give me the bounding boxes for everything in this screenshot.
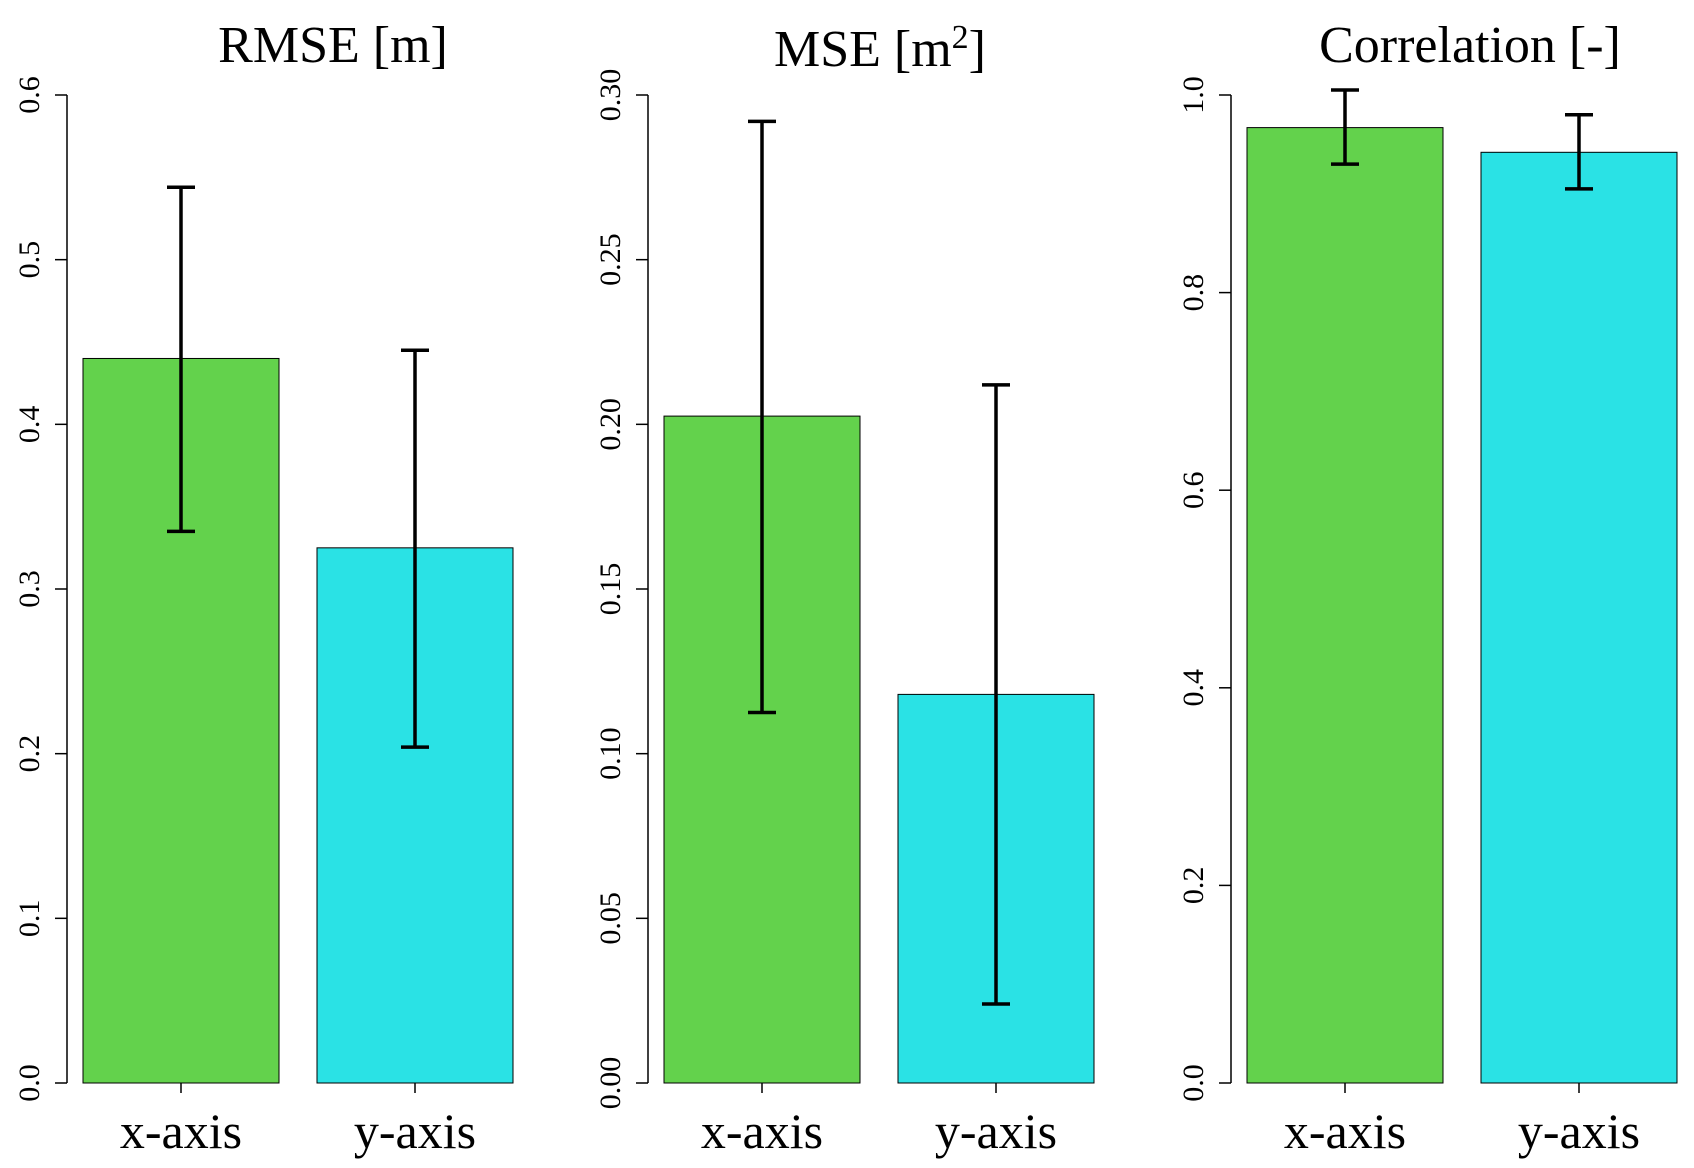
y-tick-label: 0.10 (594, 727, 627, 780)
y-tick-label: 0.8 (1177, 274, 1210, 312)
chart-title: RMSE [m] (218, 17, 448, 74)
y-tick-label: 0.2 (1177, 867, 1210, 905)
chart-panel-3: Correlation [-] 0.0 0.2 0.4 0.6 0.8 1.0 x-axis y… (1177, 17, 1678, 1159)
y-tick-label: 0.00 (594, 1057, 627, 1110)
chart-title-main: Correlation [-] (1319, 17, 1621, 74)
bar-y-axis (1480, 151, 1678, 1084)
y-tick-label: 0.2 (13, 735, 46, 773)
chart-title-superscript: 2 (952, 19, 969, 56)
x-category-label: y-axis (354, 1103, 476, 1159)
x-category-label: y-axis (935, 1103, 1057, 1159)
chart-title: MSE [m2] (774, 19, 986, 79)
y-tick-label: 0.4 (1177, 669, 1210, 707)
chart-panel-1: RMSE [m] 0.0 0.1 0.2 0.3 0.4 0.5 0.6 x-axis y-axi… (13, 17, 514, 1159)
y-tick-label: 0.6 (1177, 471, 1210, 509)
y-tick-label: 0.5 (13, 241, 46, 279)
chart-title-main: RMSE [m] (218, 17, 448, 74)
y-tick-label: 0.6 (13, 76, 46, 114)
bar-x-axis (1246, 127, 1444, 1084)
x-category-label: x-axis (1284, 1103, 1406, 1159)
y-tick-label: 0.0 (1177, 1064, 1210, 1102)
y-tick-label: 0.15 (594, 563, 627, 616)
chart-title-main: MSE [m (774, 21, 952, 78)
y-tick-label: 0.30 (594, 69, 627, 122)
y-tick-label: 1.0 (1177, 76, 1210, 114)
chart-panel-2: MSE [m2] 0.00 0.05 0.10 0.15 0.20 0.25 0.30 x-ax… (594, 19, 1095, 1159)
y-tick-label: 0.25 (594, 233, 627, 286)
y-tick-label: 0.3 (13, 570, 46, 608)
y-tick-label: 0.20 (594, 398, 627, 451)
chart-title: Correlation [-] (1319, 17, 1621, 74)
y-tick-label: 0.05 (594, 892, 627, 945)
x-category-label: x-axis (120, 1103, 242, 1159)
y-tick-label: 0.4 (13, 406, 46, 444)
x-category-label: x-axis (701, 1103, 823, 1159)
y-tick-label: 0.0 (13, 1064, 46, 1102)
y-tick-label: 0.1 (13, 900, 46, 938)
chart-title-suffix: ] (969, 21, 986, 78)
x-category-label: y-axis (1518, 1103, 1640, 1159)
